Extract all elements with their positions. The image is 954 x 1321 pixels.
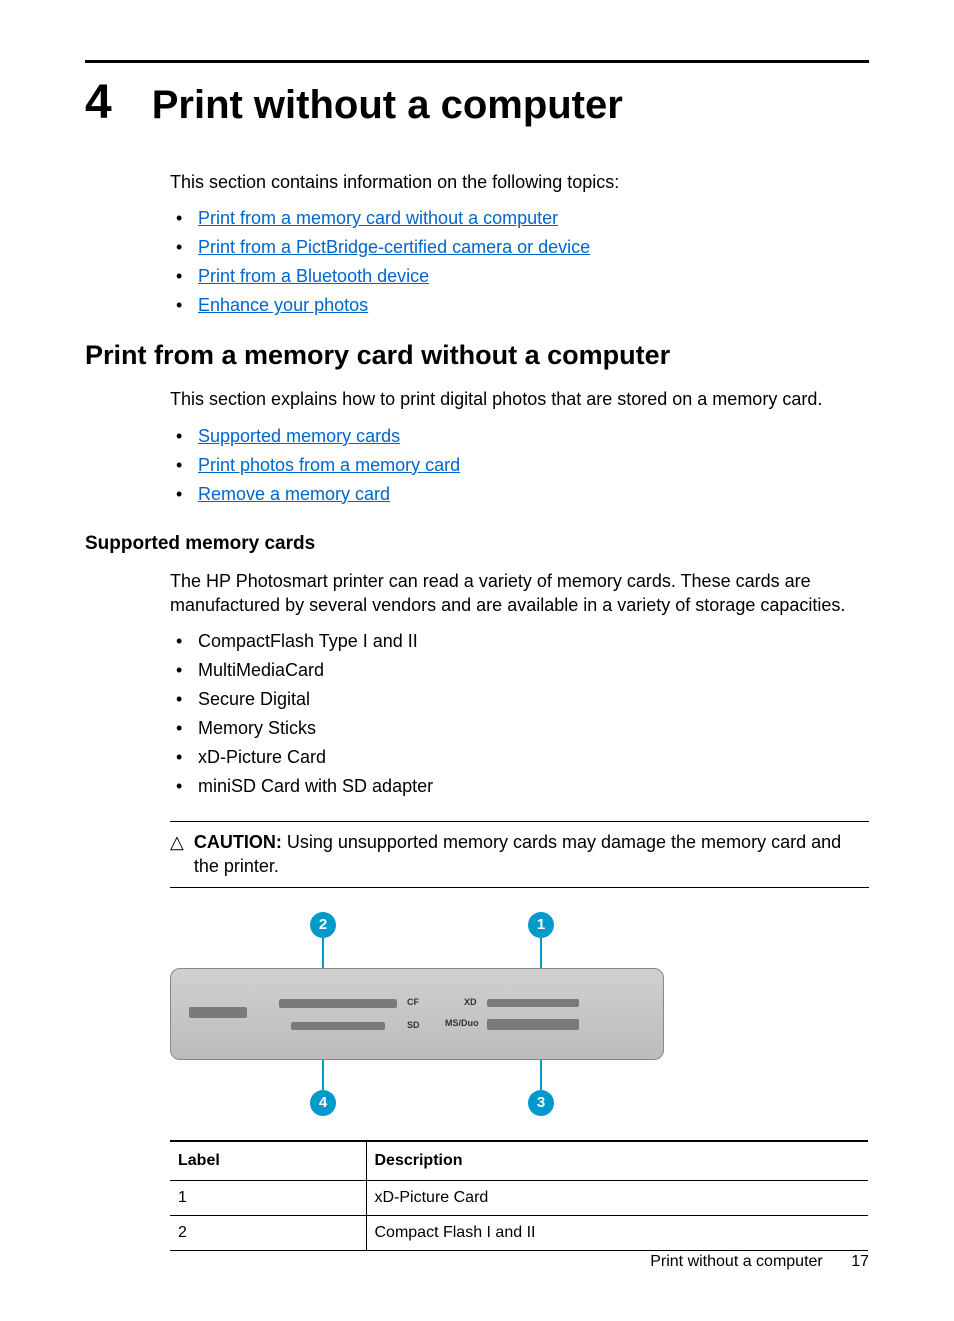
slot-xd [487,999,579,1007]
card-type-list: CompactFlash Type I and II MultiMediaCar… [170,627,869,801]
slot-label-sd: SD [407,1020,420,1030]
section-link[interactable]: Print photos from a memory card [198,455,460,475]
slot-cf [279,999,397,1008]
subsection-body: The HP Photosmart printer can read a var… [170,569,869,618]
caution-icon: △ [170,830,184,879]
section-heading: Print from a memory card without a compu… [85,340,869,371]
callout-line [322,1060,324,1090]
callout-line [540,938,542,968]
caution-text: CAUTION: Using unsupported memory cards … [194,830,869,879]
callout-3: 3 [528,1060,554,1116]
callout-2: 2 [310,912,336,968]
page-footer: Print without a computer 17 [650,1253,869,1271]
list-item: xD-Picture Card [170,743,869,772]
table-cell: 2 [170,1215,366,1250]
table-header: Description [366,1141,868,1181]
section-intro: This section explains how to print digit… [170,387,869,411]
topic-link[interactable]: Print from a PictBridge-certified camera… [198,237,590,257]
list-item: miniSD Card with SD adapter [170,772,869,801]
chapter-title: Print without a computer [152,83,623,128]
slot-label-cf: CF [407,997,419,1007]
top-rule [85,60,869,63]
chapter-heading: 4 Print without a computer [85,75,869,130]
caution-box: △ CAUTION: Using unsupported memory card… [170,821,869,888]
topic-link-list: Print from a memory card without a compu… [170,204,869,320]
footer-title: Print without a computer [650,1253,823,1270]
list-item: Memory Sticks [170,714,869,743]
intro-text: This section contains information on the… [170,170,869,194]
callout-4: 4 [310,1060,336,1116]
table-row: 2 Compact Flash I and II [170,1215,868,1250]
caution-body: Using unsupported memory cards may damag… [194,832,841,876]
slot [189,1007,247,1018]
table-row: 1 xD-Picture Card [170,1180,868,1215]
section-link[interactable]: Supported memory cards [198,426,400,446]
table-cell: 1 [170,1180,366,1215]
callout-line [322,938,324,968]
slot-sd [291,1022,385,1030]
topic-link[interactable]: Print from a Bluetooth device [198,266,429,286]
caution-label: CAUTION: [194,832,282,852]
section-link[interactable]: Remove a memory card [198,484,390,504]
slot-label-ms: MS/Duo [445,1018,479,1028]
callout-circle: 4 [310,1090,336,1116]
subsection-heading: Supported memory cards [85,533,869,555]
topic-link[interactable]: Enhance your photos [198,295,368,315]
device-body: CF SD XD MS/Duo [170,968,664,1060]
list-item: Secure Digital [170,685,869,714]
chapter-number: 4 [85,75,112,130]
callout-circle: 3 [528,1090,554,1116]
callout-circle: 2 [310,912,336,938]
topic-link[interactable]: Print from a memory card without a compu… [198,208,558,228]
callout-line [540,1060,542,1090]
list-item: MultiMediaCard [170,656,869,685]
section-link-list: Supported memory cards Print photos from… [170,422,869,509]
callout-circle: 1 [528,912,554,938]
list-item: CompactFlash Type I and II [170,627,869,656]
table-cell: Compact Flash I and II [366,1215,868,1250]
label-description-table: Label Description 1 xD-Picture Card 2 Co… [170,1140,868,1251]
table-cell: xD-Picture Card [366,1180,868,1215]
table-header: Label [170,1141,366,1181]
memory-slot-diagram: 2 1 CF SD XD MS/Duo 4 [170,912,869,1116]
page-number: 17 [851,1253,869,1270]
slot-ms [487,1019,579,1030]
callout-1: 1 [528,912,554,968]
slot-label-xd: XD [464,997,477,1007]
